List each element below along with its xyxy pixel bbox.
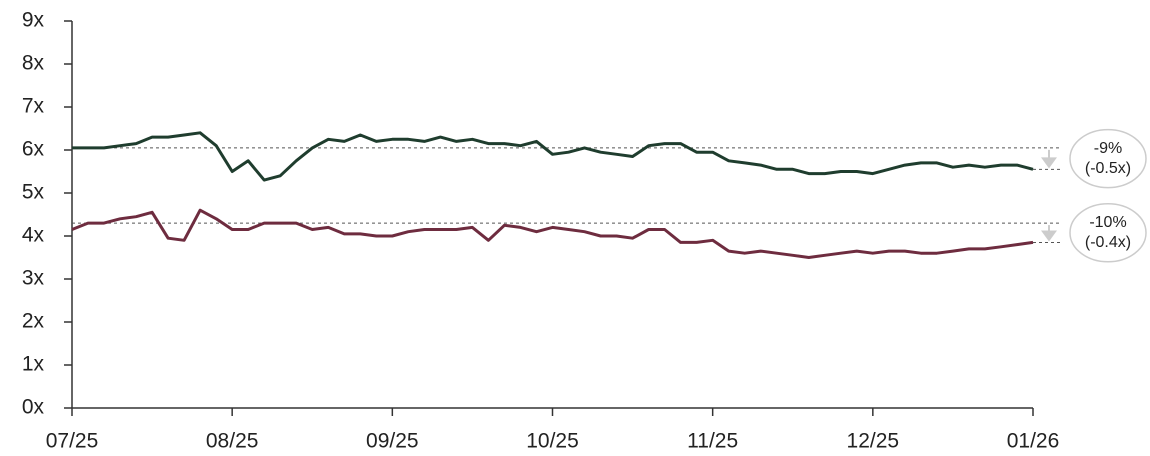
y-tick-label: 1x [22, 353, 45, 376]
series-line [72, 131, 1034, 182]
y-tick-label: 6x [22, 138, 45, 161]
x-tick-label: 11/25 [687, 430, 738, 453]
y-tick-label: 3x [22, 267, 45, 290]
annotation-text: (-0.4x) [1085, 234, 1131, 251]
arrow-head [1041, 157, 1057, 169]
annotation-text: -9% [1094, 140, 1122, 157]
annotation-text: -10% [1089, 214, 1126, 231]
y-tick-label: 0x [22, 396, 45, 419]
x-tick-label: 07/25 [46, 430, 99, 453]
annotation-bubble [1069, 203, 1147, 263]
x-tick-label: 08/25 [206, 430, 259, 453]
y-tick-label: 5x [22, 181, 45, 204]
y-tick-label: 7x [22, 95, 45, 118]
x-tick-label: 10/25 [526, 430, 579, 453]
x-tick-label: 09/25 [366, 430, 419, 453]
y-tick-label: 9x [22, 9, 45, 32]
x-tick-label: 01/26 [1007, 430, 1060, 453]
x-tick-label: 12/25 [847, 430, 900, 453]
annotation-text: (-0.5x) [1085, 160, 1131, 177]
annotation-bubble [1069, 128, 1147, 189]
y-tick-label: 4x [22, 224, 45, 247]
series-line [71, 208, 1034, 259]
arrow-head [1041, 230, 1057, 242]
y-tick-label: 2x [22, 310, 45, 333]
y-tick-label: 8x [22, 52, 45, 75]
